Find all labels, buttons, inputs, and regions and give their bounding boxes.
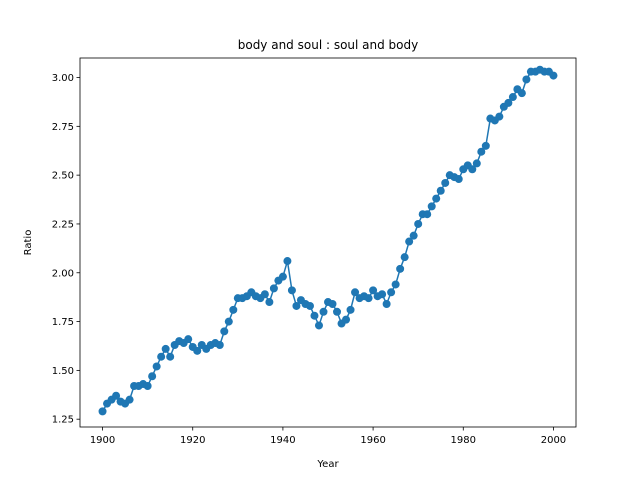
y-tick-label: 1.25	[52, 415, 74, 426]
y-axis-label: Ratio	[23, 230, 34, 256]
data-point	[427, 202, 436, 211]
data-point	[549, 71, 558, 80]
x-tick-label: 1900	[90, 435, 115, 446]
data-point	[468, 165, 477, 174]
data-point	[215, 341, 224, 349]
data-point	[292, 301, 301, 310]
data-point	[378, 290, 387, 299]
data-point	[396, 264, 405, 273]
data-point	[495, 112, 504, 121]
data-point	[351, 288, 360, 297]
x-tick-label: 1920	[180, 435, 205, 446]
data-point	[265, 298, 274, 307]
data-point	[432, 194, 441, 203]
y-tick-label: 1.75	[52, 317, 74, 328]
data-point	[391, 280, 400, 289]
data-point	[369, 286, 378, 295]
x-axis-label: Year	[316, 459, 339, 470]
data-point	[508, 93, 517, 102]
x-tick-label: 1980	[451, 435, 476, 446]
x-axis: 1900 1920 1940 1960 1980 2000	[90, 427, 566, 446]
chart-title: body and soul : soul and body	[238, 38, 419, 52]
data-point	[184, 335, 193, 344]
data-point	[224, 317, 233, 326]
y-tick-label: 2.00	[52, 268, 74, 279]
data-point	[504, 98, 513, 107]
data-point	[387, 288, 396, 297]
data-point	[400, 253, 409, 262]
series-group	[98, 65, 558, 416]
data-point	[305, 301, 314, 310]
x-tick-label: 2000	[541, 435, 566, 446]
data-point	[260, 290, 269, 299]
data-point	[166, 352, 175, 361]
data-point	[152, 362, 161, 371]
data-point	[405, 237, 414, 246]
x-tick-label: 1940	[270, 435, 295, 446]
data-point	[382, 300, 391, 308]
data-point	[441, 178, 450, 187]
data-point	[161, 344, 170, 353]
data-point	[342, 315, 351, 324]
y-tick-label: 3.00	[52, 73, 74, 84]
data-point	[112, 391, 121, 400]
data-point	[409, 231, 418, 240]
data-point	[364, 294, 373, 303]
data-point	[220, 327, 229, 336]
x-tick-label: 1960	[360, 435, 385, 446]
data-point	[269, 284, 278, 293]
y-axis: 1.25 1.50 1.75 2.00 2.25 2.50 2.75 3.00	[52, 73, 80, 426]
data-point	[278, 272, 287, 281]
data-point	[98, 407, 107, 416]
data-point	[310, 311, 319, 320]
data-point	[481, 141, 490, 150]
data-point	[477, 147, 486, 156]
data-point	[157, 352, 166, 361]
y-tick-label: 2.50	[52, 171, 74, 182]
data-point	[143, 382, 152, 390]
data-point	[328, 300, 337, 308]
y-tick-label: 2.75	[52, 122, 74, 133]
data-point	[314, 321, 323, 330]
y-tick-label: 1.50	[52, 366, 74, 377]
data-point	[436, 186, 445, 195]
data-point	[193, 346, 202, 355]
data-point	[414, 219, 423, 228]
data-point	[423, 210, 432, 219]
data-point	[287, 286, 296, 295]
data-point	[125, 395, 134, 404]
data-point	[522, 75, 531, 84]
data-point	[472, 159, 481, 168]
data-point	[333, 307, 342, 316]
data-point	[283, 257, 292, 266]
data-point	[454, 175, 463, 184]
data-point	[517, 89, 526, 98]
y-tick-label: 2.25	[52, 219, 74, 230]
data-point	[346, 305, 355, 314]
data-point	[319, 307, 328, 316]
plot-area-frame	[79, 57, 577, 428]
data-point	[229, 305, 238, 314]
data-point	[148, 372, 157, 381]
